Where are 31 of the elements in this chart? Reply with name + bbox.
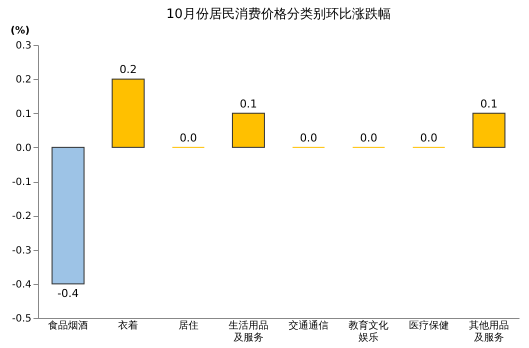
bar (52, 146, 85, 284)
y-tick-label: 0.3 (16, 40, 32, 52)
x-tick-label: 衣着 (118, 320, 138, 332)
y-tick-label: -0.5 (12, 314, 32, 324)
data-label: 0.0 (180, 131, 198, 144)
y-tick-label: 0.0 (16, 142, 32, 154)
data-label: 0.2 (119, 63, 137, 76)
x-tick-label: 交通通信 (288, 320, 329, 332)
data-label: -0.4 (57, 286, 79, 300)
chart-title: 10月份居民消费价格分类别环比涨跌幅 (166, 7, 391, 22)
data-label: 0.0 (360, 131, 378, 144)
y-tick-label: -0.4 (12, 279, 32, 290)
y-tick-label: 0.2 (16, 74, 32, 86)
data-label: 0.1 (240, 97, 258, 110)
x-tick-label: 食品烟酒 (48, 320, 88, 332)
x-tick-label: 其他用品及服务 (468, 320, 509, 344)
y-tick-label: -0.1 (12, 177, 32, 188)
y-tick-label: -0.2 (12, 211, 32, 222)
bar (112, 78, 145, 148)
x-tick-label: 生活用品及服务 (228, 320, 268, 344)
data-label: 0.0 (420, 131, 438, 144)
data-label: 0.1 (480, 97, 498, 110)
x-tick-label: 教育文化娱乐 (348, 320, 389, 344)
x-tick-label: 居住 (178, 320, 198, 332)
y-tick-label: -0.3 (12, 245, 32, 256)
bar (472, 112, 506, 148)
data-label: 0.0 (300, 131, 318, 144)
bar (232, 112, 265, 148)
y-axis-title: (%) (10, 26, 30, 36)
y-tick-label: 0.1 (16, 108, 32, 120)
x-tick-label: 医疗保健 (408, 320, 449, 332)
